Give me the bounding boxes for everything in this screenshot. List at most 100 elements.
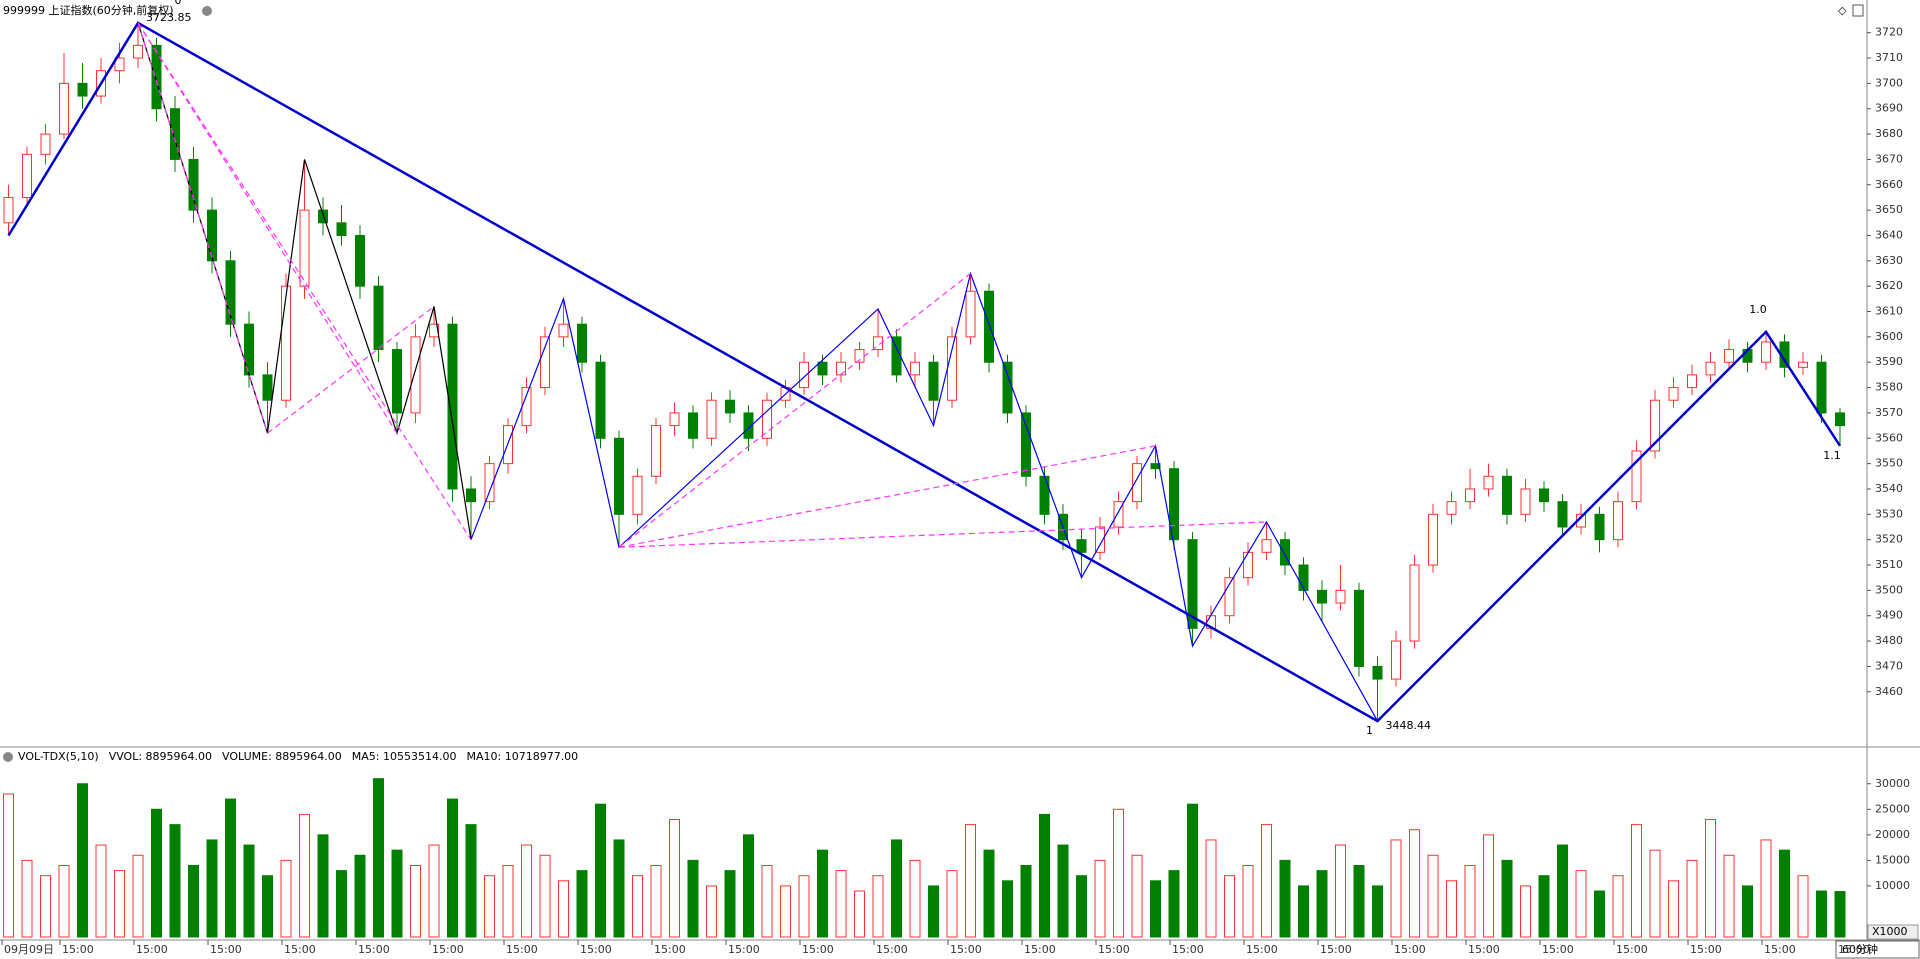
- volume-bar: [854, 890, 865, 938]
- candle-body: [1705, 361, 1716, 376]
- candle-body: [947, 336, 957, 401]
- period-box[interactable]: [1835, 940, 1920, 959]
- volume-y-tick-label: 10000: [1875, 879, 1910, 892]
- volume-bar: [1557, 844, 1568, 938]
- volume-bar: [613, 839, 625, 938]
- volume-bar: [1760, 839, 1772, 938]
- candle-body: [207, 209, 217, 262]
- trend-line: [618, 445, 1156, 548]
- candle-body: [965, 290, 976, 338]
- candle-body: [281, 285, 291, 401]
- volume-bar: [484, 875, 495, 938]
- candle-body: [299, 209, 310, 287]
- candle-body: [1076, 539, 1087, 553]
- y-tick-label: 3710: [1875, 51, 1903, 64]
- y-tick-label: 3670: [1875, 152, 1903, 165]
- candle-body: [1687, 374, 1697, 389]
- volume-bar: [946, 870, 958, 938]
- volume-bar: [798, 875, 810, 938]
- volume-bar: [1205, 839, 1217, 938]
- candle-body: [540, 336, 550, 389]
- volume-menu-button[interactable]: [3, 752, 13, 762]
- unit-box: [1867, 924, 1919, 940]
- volume-bar: [1131, 854, 1143, 938]
- y-tick-label: 3590: [1875, 355, 1903, 368]
- candle-body: [1761, 341, 1771, 363]
- y-tick-label: 3620: [1875, 279, 1903, 292]
- diamond-icon[interactable]: ◇: [1838, 4, 1847, 17]
- candle-body: [1354, 589, 1364, 667]
- trend-line: [137, 22, 472, 540]
- title-menu-button[interactable]: [202, 6, 212, 16]
- volume-bar: [632, 875, 643, 938]
- candle-body: [392, 349, 402, 414]
- volume-bar: [1279, 859, 1291, 938]
- volume-header-item: VVOL: 8895964.00: [109, 750, 212, 763]
- trend-line: [618, 273, 971, 548]
- volume-bar: [1076, 875, 1087, 938]
- y-tick-label: 3630: [1875, 254, 1903, 267]
- volume-bar: [1298, 885, 1309, 938]
- trend-line: [137, 22, 472, 540]
- volume-unit: X1000: [1872, 925, 1908, 938]
- volume-bar: [1261, 824, 1272, 938]
- volume-bar: [817, 849, 828, 938]
- volume-bar: [669, 819, 680, 938]
- volume-bar: [1779, 849, 1790, 938]
- candle-body: [984, 290, 994, 363]
- y-tick-label: 3690: [1875, 102, 1903, 115]
- candle-body: [873, 336, 883, 351]
- candle-body: [318, 209, 328, 224]
- volume-bar: [465, 824, 477, 938]
- volume-bar: [410, 864, 421, 938]
- candle-body: [1280, 539, 1290, 566]
- volume-bar: [95, 844, 107, 938]
- price-label: 3723.85: [146, 11, 192, 24]
- candle-body: [1021, 412, 1031, 477]
- volume-bar: [1113, 808, 1124, 938]
- volume-bar: [354, 854, 366, 938]
- candle-body: [910, 361, 920, 376]
- candle-body: [1816, 361, 1827, 414]
- candle-body: [1187, 539, 1198, 629]
- volume-bar: [909, 859, 921, 938]
- trend-line: [618, 521, 1267, 548]
- candle-body: [1613, 501, 1623, 541]
- candle-body: [1557, 501, 1568, 528]
- volume-bar: [1575, 870, 1587, 938]
- x-tick-label: 15:00: [580, 943, 612, 956]
- fib-label: 1.1: [1823, 449, 1841, 462]
- volume-bar: [1094, 859, 1106, 938]
- candle-body: [133, 44, 143, 59]
- volume-bar: [743, 834, 754, 938]
- volume-bar: [706, 885, 717, 938]
- volume-bar: [1353, 864, 1365, 938]
- candle-body: [799, 361, 809, 389]
- x-tick-label: 15:00: [136, 943, 168, 956]
- volume-bar: [1316, 870, 1328, 938]
- volume-bar: [40, 875, 51, 938]
- volume-bar: [891, 839, 902, 938]
- y-tick-label: 3510: [1875, 558, 1903, 571]
- x-tick-label: 15:00: [1320, 943, 1352, 956]
- x-tick-label: 15:00: [1394, 943, 1426, 956]
- candle-body: [77, 82, 88, 97]
- candle-body: [725, 399, 735, 414]
- x-tick-label: 15:00: [432, 943, 464, 956]
- y-tick-label: 3640: [1875, 228, 1903, 241]
- candle-body: [1835, 412, 1845, 427]
- candle-body: [836, 361, 846, 376]
- candle-body: [1002, 361, 1013, 414]
- volume-bar: [188, 864, 199, 938]
- x-tick-label: 15:00: [1764, 943, 1796, 956]
- candle-body: [1631, 450, 1642, 503]
- x-tick-label: 15:00: [1246, 943, 1278, 956]
- window-button[interactable]: [1852, 4, 1864, 17]
- candle-body: [355, 234, 365, 287]
- volume-bar: [77, 783, 88, 938]
- x-tick-label: 15:00: [876, 943, 908, 956]
- volume-bar: [761, 864, 773, 938]
- x-tick-label: 15:00: [506, 943, 538, 956]
- volume-y-tick-label: 15000: [1875, 853, 1910, 866]
- candle-body: [762, 399, 772, 439]
